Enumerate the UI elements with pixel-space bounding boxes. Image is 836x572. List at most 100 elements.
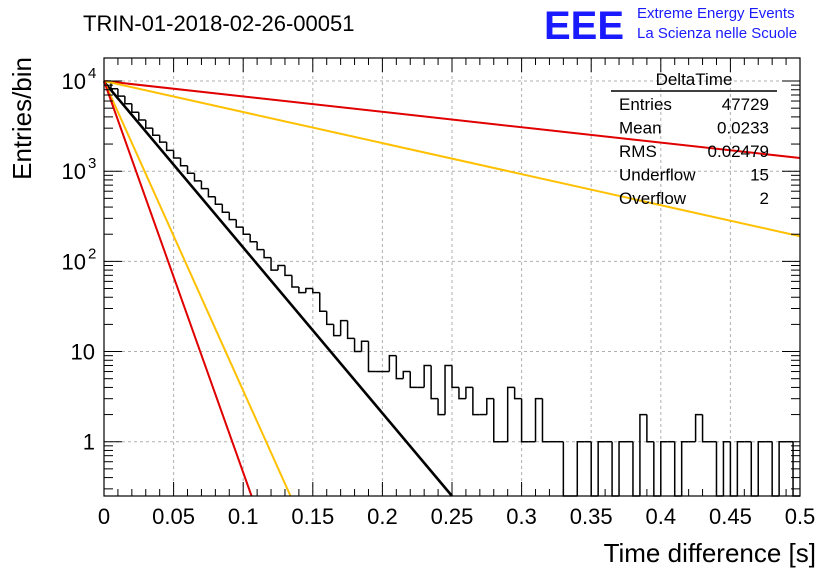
histogram-bin <box>576 440 585 496</box>
fit-line <box>103 80 292 497</box>
histogram-bin <box>158 135 167 143</box>
histogram-bin <box>298 286 306 294</box>
histogram-bin <box>750 441 759 497</box>
histogram-bin <box>117 88 125 97</box>
histogram-bin <box>597 440 606 496</box>
histogram-bin <box>165 142 174 152</box>
stats-label: Overflow <box>619 189 687 208</box>
y-tick-label: 10 <box>62 159 86 184</box>
stats-label: Entries <box>619 95 672 114</box>
histogram-bin <box>402 370 411 379</box>
x-tick-label: 0.25 <box>431 504 474 529</box>
histogram-bin <box>451 365 459 389</box>
histogram-bin <box>729 441 738 497</box>
histogram-bin <box>367 341 376 373</box>
histogram-bin <box>193 173 202 182</box>
histogram-bin <box>131 103 139 114</box>
stats-header: DeltaTime <box>656 70 733 89</box>
x-tick-labels: 0 0.05 0.1 0.15 0.2 0.25 0.3 0.35 0.4 0.45 0.5 <box>98 504 815 529</box>
histogram-bin <box>562 441 571 497</box>
eee-logo: EEE Extreme Energy Events La Scienza nel… <box>544 4 797 48</box>
y-tick-label: 10 <box>62 69 86 94</box>
grid-lines <box>104 58 800 496</box>
histogram-bin <box>715 441 724 497</box>
x-tick-label: 0.2 <box>367 504 398 529</box>
y-axis-label: Entries/bin <box>7 57 37 180</box>
histogram-bin <box>305 287 313 293</box>
histogram-bin <box>221 204 230 214</box>
histogram-bin <box>736 440 745 496</box>
histogram-bin <box>639 413 647 496</box>
stats-label: RMS <box>619 142 657 161</box>
logo-line-1: Extreme Energy Events <box>637 5 795 22</box>
histogram-bin <box>277 264 285 271</box>
y-tick-exponent: 3 <box>88 155 96 172</box>
histogram-bin <box>513 387 522 400</box>
histogram-bin <box>590 441 599 497</box>
fit-line <box>103 80 253 497</box>
stats-value: 0.0233 <box>717 119 769 138</box>
histogram-bin <box>332 324 341 337</box>
histogram-bin <box>360 340 369 352</box>
histogram-bin <box>646 414 654 443</box>
histogram-bin <box>757 440 766 496</box>
histogram-bin <box>145 119 153 129</box>
x-tick-label: 0.1 <box>228 504 259 529</box>
chart-title: TRIN-01-2018-02-26-00051 <box>83 11 355 36</box>
stats-label: Underflow <box>619 166 696 185</box>
histogram-bin <box>284 265 292 277</box>
histogram-bin <box>353 338 362 353</box>
histogram-bin <box>506 386 515 442</box>
histogram-bin <box>430 365 439 400</box>
histogram-bin <box>541 398 550 443</box>
fit-line <box>103 80 453 497</box>
x-tick-label: 0.4 <box>646 504 677 529</box>
x-axis-label: Time difference [s] <box>604 538 816 568</box>
histogram-bin <box>312 288 320 294</box>
histogram-bin <box>172 150 181 159</box>
histogram-bin <box>263 249 272 259</box>
x-tick-label: 0.15 <box>291 504 334 529</box>
y-tick-label: 10 <box>62 249 86 274</box>
y-tick-exponent: 2 <box>88 245 96 262</box>
histogram-bin <box>339 319 348 336</box>
histogram-bin <box>611 441 620 497</box>
x-tick-label: 0.5 <box>785 504 816 529</box>
histogram-bin <box>486 397 494 415</box>
histogram-bin <box>493 398 501 443</box>
histogram-bin <box>151 128 160 137</box>
histogram-bin <box>325 311 334 326</box>
histogram-bin <box>701 414 710 443</box>
histogram-bin <box>465 386 473 399</box>
histogram-bin <box>249 234 258 243</box>
y-tick-label: 10 <box>71 340 95 365</box>
histogram-bin <box>395 355 404 380</box>
x-tick-label: 0.35 <box>570 504 613 529</box>
histogram-bin <box>771 441 780 497</box>
histogram-bin <box>618 440 626 496</box>
histogram-bin <box>124 96 132 105</box>
histogram-bin <box>520 398 529 443</box>
stats-value: 2 <box>760 189 769 208</box>
histogram-bin <box>673 441 682 497</box>
histogram-bin <box>778 440 787 496</box>
histogram-bin <box>722 440 731 496</box>
y-tick-label: 1 <box>83 430 95 455</box>
histogram-bin <box>694 413 703 442</box>
histogram-bin <box>235 219 244 228</box>
fit-line <box>103 80 801 238</box>
histogram-bin <box>242 227 251 235</box>
histogram-bin <box>270 257 278 271</box>
stats-label: Mean <box>619 119 662 138</box>
histogram-bin <box>458 387 466 400</box>
histogram-bin <box>632 441 640 497</box>
histogram-bin <box>660 440 668 496</box>
histogram-bin <box>346 320 355 340</box>
x-tick-label: 0 <box>98 504 110 529</box>
histogram-bin <box>138 112 146 121</box>
fit-lines <box>103 80 801 497</box>
x-tick-label: 0.45 <box>709 504 752 529</box>
histogram-bin <box>534 397 543 442</box>
